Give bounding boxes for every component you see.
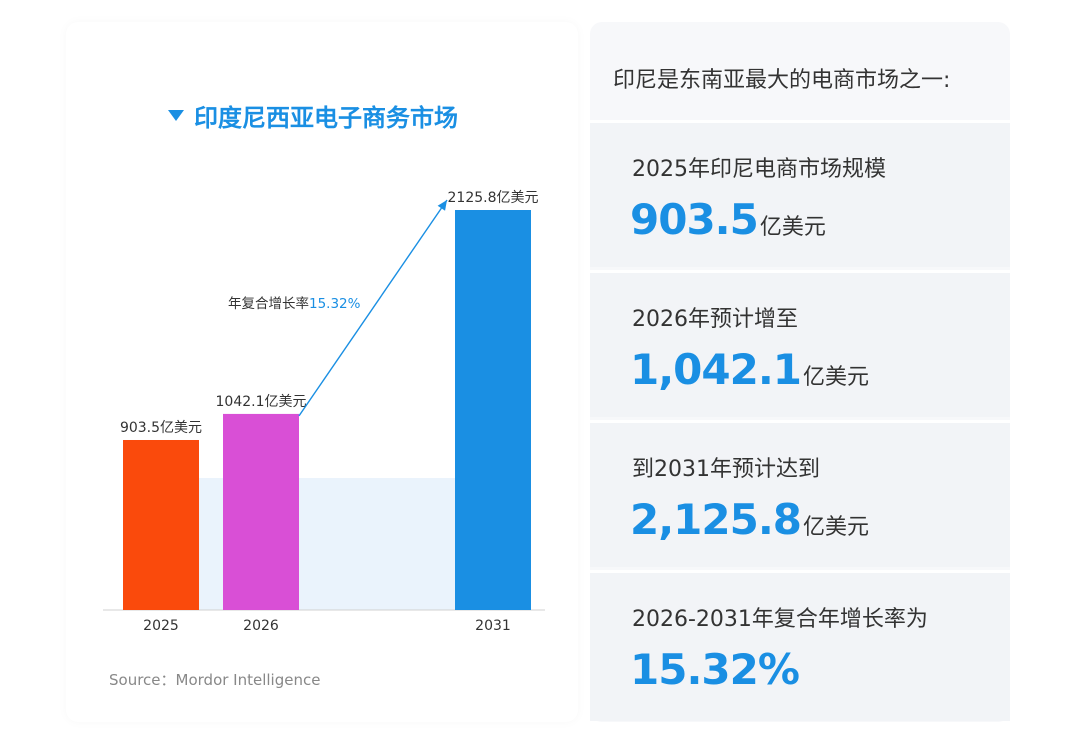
stat-value: 15.32%: [630, 645, 801, 694]
stat-value: 1,042.1亿美元: [630, 345, 869, 394]
bar-2031: [455, 210, 531, 610]
stat-label: 2026-2031年复合年增长率为: [632, 607, 928, 632]
stat-card-2026: 2026年预计增至 1,042.1亿美元: [590, 270, 1010, 417]
triangle-down-icon: [168, 110, 184, 121]
stat-value: 903.5亿美元: [630, 195, 826, 244]
stat-value: 2,125.8亿美元: [630, 495, 869, 544]
stat-number: 1,042.1: [630, 345, 802, 394]
stats-header: 印尼是东南亚最大的电商市场之一:: [613, 68, 951, 93]
stat-label: 到2031年预计达到: [632, 457, 820, 482]
x-tick-label: 2025: [143, 618, 179, 634]
stat-number: 2,125.8: [630, 495, 802, 544]
x-tick-label: 2031: [475, 618, 511, 634]
stat-card-2025: 2025年印尼电商市场规模 903.5亿美元: [590, 120, 1010, 267]
cagr-annotation: 年复合增长率15.32%: [228, 295, 361, 312]
stat-number: 15.32%: [630, 645, 800, 694]
stat-unit: 亿美元: [759, 215, 826, 240]
bar-2025: [123, 439, 199, 610]
source-note: Source：Mordor Intelligence: [109, 671, 321, 689]
stat-card-cagr: 2026-2031年复合年增长率为 15.32%: [590, 570, 1010, 721]
stat-card-2031: 到2031年预计达到 2,125.8亿美元: [590, 420, 1010, 567]
cagr-prefix: 年复合增长率: [228, 295, 309, 312]
stat-unit: 亿美元: [803, 365, 870, 390]
growth-arrow-head: [437, 200, 447, 211]
bar-value-label: 1042.1亿美元: [216, 394, 307, 410]
cagr-value: 15.32%: [309, 296, 361, 312]
growth-band: [299, 478, 455, 610]
chart-title: 印度尼西亚电子商务市场: [168, 98, 458, 133]
bar-value-label: 2125.8亿美元: [448, 190, 539, 206]
stat-unit: 亿美元: [803, 515, 870, 540]
growth-arrow-line: [298, 199, 448, 417]
chart-title-text: 印度尼西亚电子商务市场: [194, 104, 458, 132]
bar-2026: [223, 413, 299, 610]
x-tick-label: 2026: [243, 618, 279, 634]
stat-label: 2025年印尼电商市场规模: [632, 157, 886, 182]
bar-value-label: 903.5亿美元: [120, 420, 202, 436]
stat-number: 903.5: [630, 195, 759, 244]
stat-label: 2026年预计增至: [632, 307, 798, 332]
growth-band-left: [199, 478, 223, 610]
